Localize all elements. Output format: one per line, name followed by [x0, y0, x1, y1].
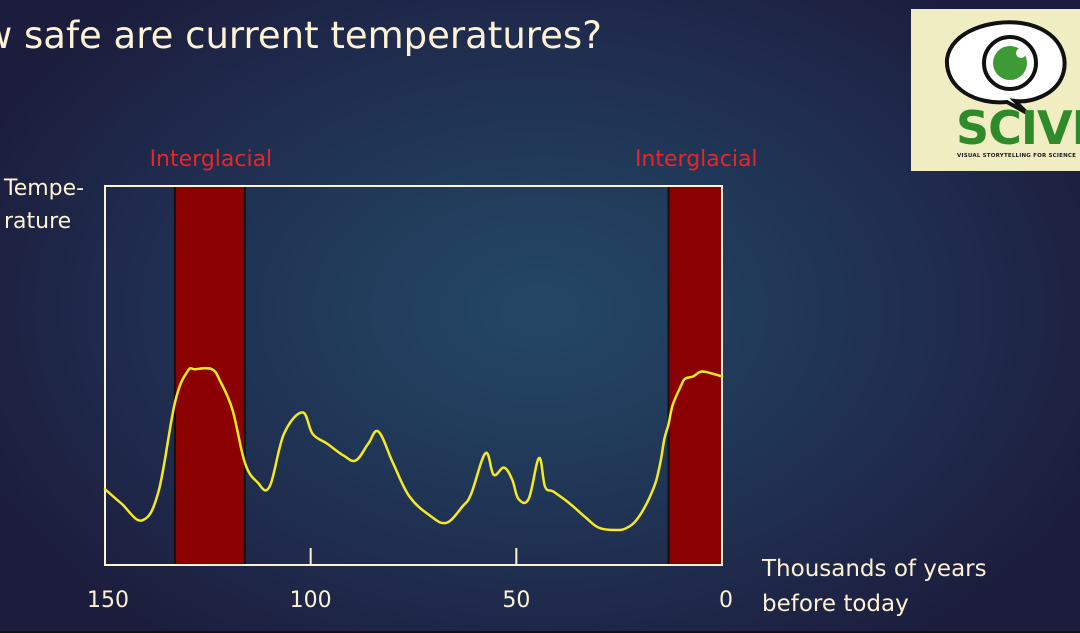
- interglacial-label-2: Interglacial: [635, 147, 758, 172]
- bottom-border: [0, 631, 1080, 633]
- y-axis-label-line-1: Tempe-: [4, 176, 85, 201]
- x-axis-label-line-2: before today: [762, 591, 909, 617]
- chart-axes: [104, 185, 723, 566]
- x-tick-label-150: 150: [87, 588, 129, 613]
- scivit-logo: SCIVIT VISUAL STORYTELLING FOR SCIENCE: [911, 9, 1080, 171]
- temperature-line-1: [103, 366, 724, 532]
- logo-wordmark: SCIVIT: [956, 101, 1080, 155]
- y-axis-label: Tempe- rature: [4, 172, 84, 238]
- interglacial-band-1: [173, 185, 246, 566]
- x-tick-label-100: 100: [290, 588, 332, 613]
- slide-title: w safe are current temperatures?: [0, 14, 602, 57]
- temperature-series: [103, 366, 724, 532]
- x-axis-label-line-1: Thousands of years: [762, 556, 987, 582]
- y-axis-label-line-2: rature: [4, 209, 72, 234]
- interglacial-label-1: Interglacial: [150, 147, 273, 172]
- interglacial-bands: [173, 185, 724, 566]
- x-tick-label-50: 50: [502, 588, 530, 613]
- plot-frame: [104, 185, 723, 566]
- eye-speech-bubble-icon: [944, 20, 1067, 115]
- chart-labels: Interglacial Interglacial 150 100 50 0: [87, 147, 758, 613]
- x-axis-label: Thousands of years before today: [762, 552, 987, 622]
- logo-tagline: VISUAL STORYTELLING FOR SCIENCE: [957, 153, 1077, 159]
- x-tick-label-0: 0: [719, 588, 733, 613]
